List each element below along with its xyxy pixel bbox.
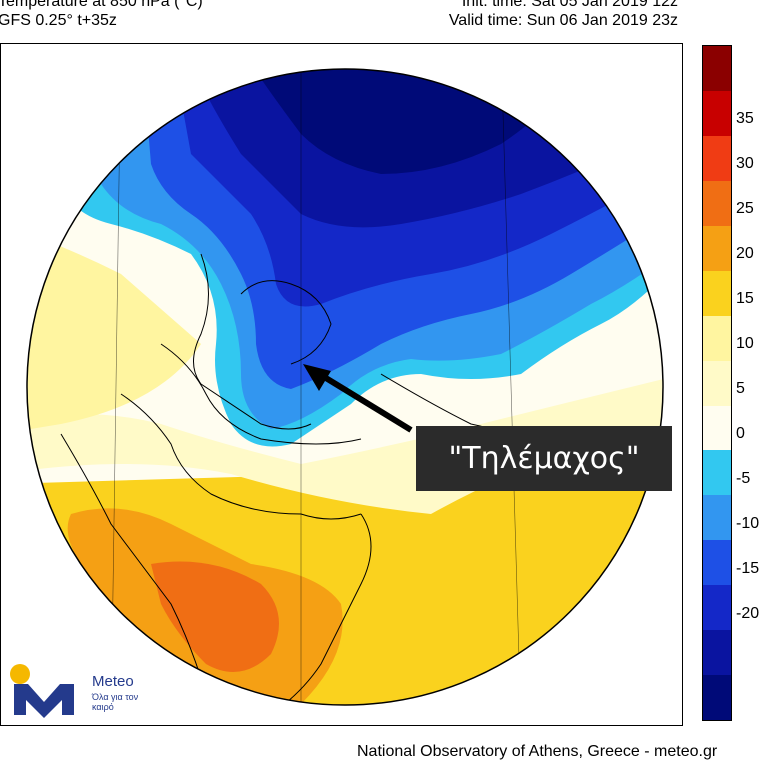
credits-footer: National Observatory of Athens, Greece -… [357, 743, 718, 760]
pointer-arrow [319, 372, 413, 433]
colorbar-swatch [703, 630, 731, 676]
meteo-logo-icon [10, 664, 74, 718]
colorbar-swatch [703, 135, 731, 181]
colorbar-swatch [703, 90, 731, 136]
colorbar-swatch [703, 225, 731, 271]
map-panel [0, 43, 683, 726]
init-time: Init. time: Sat 05 Jan 2019 12z [461, 0, 678, 10]
colorbar-tick-label: -5 [736, 470, 751, 488]
colorbar [702, 45, 732, 721]
map-title: Temperature at 850 hPa (°C) [0, 0, 203, 10]
colorbar-swatch [703, 180, 731, 226]
logo-wordmark: Meteo [92, 673, 134, 690]
colorbar-swatch [703, 495, 731, 541]
colorbar-swatch [703, 46, 731, 91]
pointer-arrow-head [303, 364, 331, 391]
colorbar-tick-label: -20 [736, 605, 760, 623]
temperature-field [27, 69, 663, 705]
valid-time: Valid time: Sun 06 Jan 2019 23z [448, 12, 678, 29]
globe-temperature-map [26, 68, 664, 706]
colorbar-tick-label: 35 [736, 109, 754, 127]
colorbar-swatch [703, 270, 731, 316]
colorbar-tick-label: -15 [736, 560, 760, 578]
colorbar-swatch [703, 585, 731, 631]
colorbar-tick-label: 30 [736, 154, 754, 172]
colorbar-swatch [703, 675, 731, 721]
colorbar-swatch [703, 450, 731, 496]
colorbar-swatch [703, 540, 731, 586]
storm-name-box: "Τηλέμαχος" [416, 426, 672, 491]
model-run: GFS 0.25° t+35z [0, 12, 117, 29]
colorbar-tick-label: 15 [736, 289, 754, 307]
colorbar-tick-label: 25 [736, 199, 754, 217]
colorbar-swatch [703, 360, 731, 406]
colorbar-tick-label: -10 [736, 515, 760, 533]
colorbar-swatch [703, 405, 731, 451]
colorbar-tick-label: 0 [736, 425, 745, 443]
colorbar-tick-label: 10 [736, 334, 754, 352]
colorbar-swatch [703, 315, 731, 361]
colorbar-tick-label: 5 [736, 380, 745, 397]
logo-tagline: Όλα για τον καιρό [92, 692, 139, 712]
colorbar-tick-label: 20 [736, 244, 754, 262]
storm-name-label: "Τηλέμαχος" [448, 441, 640, 476]
